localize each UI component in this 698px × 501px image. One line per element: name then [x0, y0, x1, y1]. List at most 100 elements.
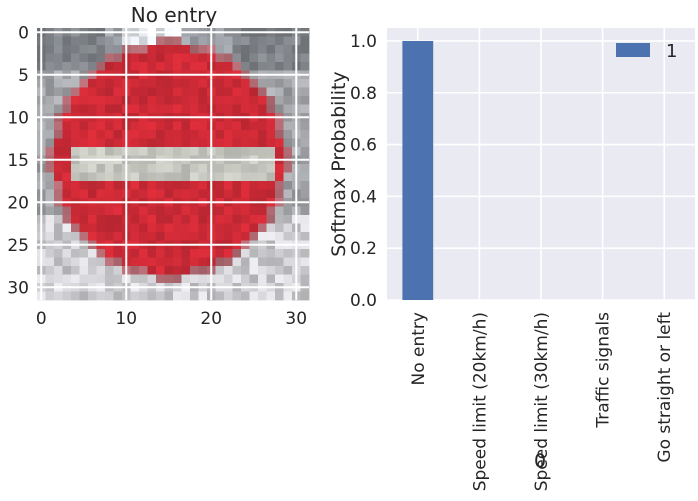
- bar-chart: 0.0 0.2 0.4 0.6 0.8 1.0 No entry Speed limit (…: [328, 28, 695, 491]
- image-pixel: [241, 172, 250, 182]
- image-pixel: [79, 147, 89, 156]
- legend-swatch: [616, 43, 650, 57]
- image-pixel: [232, 189, 242, 199]
- image-pixel: [190, 147, 199, 156]
- image-pixel: [96, 130, 106, 139]
- image-pixel: [173, 189, 182, 199]
- image-pixel: [54, 45, 63, 54]
- image-pixel: [181, 215, 191, 224]
- image-pixel: [54, 79, 63, 88]
- image-pixel: [266, 130, 276, 139]
- image-pixel: [215, 189, 225, 199]
- image-pixel: [130, 164, 140, 173]
- image-pixel: [164, 249, 174, 258]
- image-pixel: [232, 130, 242, 139]
- image-pixel: [45, 104, 55, 114]
- image-pixel: [190, 223, 199, 233]
- y-tick-label: 0.8: [350, 84, 377, 104]
- image-pixel: [232, 274, 242, 284]
- image-pixel: [79, 291, 89, 301]
- image-pixel: [113, 147, 123, 156]
- image-pixel: [215, 257, 225, 267]
- y-axis-label: Softmax Probability: [328, 71, 350, 256]
- image-pixel: [113, 215, 123, 224]
- image-pixel: [275, 62, 284, 71]
- image-pixel: [79, 181, 89, 190]
- image-pixel: [300, 257, 310, 267]
- image-pixel: [198, 249, 208, 258]
- image-pixel: [105, 206, 114, 216]
- image-pixel: [266, 79, 276, 88]
- image-pixel: [181, 53, 191, 63]
- y-tick-label: 0.4: [350, 187, 377, 207]
- image-pixel: [232, 147, 242, 156]
- image-pixel: [156, 215, 165, 224]
- image-pixel: [198, 53, 208, 63]
- image-pixel: [113, 104, 123, 114]
- image-pixel: [113, 274, 123, 284]
- image-pixel: [283, 62, 293, 71]
- image-title: No entry: [131, 3, 218, 27]
- image-pixel: [96, 223, 106, 233]
- image-pixel: [300, 53, 310, 63]
- image-pixel: [249, 87, 259, 97]
- image-pixel: [190, 104, 199, 114]
- image-pixel: [71, 189, 80, 199]
- image-pixel: [173, 53, 182, 63]
- image-pixel: [215, 53, 225, 63]
- image-pixel: [79, 121, 89, 131]
- x-axis-label: 0: [534, 450, 546, 472]
- image-pixel: [258, 181, 267, 190]
- image-pixel: [173, 36, 182, 46]
- image-pixel: [258, 130, 267, 139]
- image-pixel: [62, 291, 72, 301]
- image-pixel: [249, 215, 259, 224]
- image-pixel: [283, 266, 293, 275]
- image-pixel: [96, 172, 106, 182]
- image-pixel: [249, 223, 259, 233]
- image-pixel: [249, 104, 259, 114]
- image-pixel: [79, 266, 89, 275]
- image-pixel: [164, 172, 174, 182]
- image-pixel: [173, 206, 182, 216]
- image-pixel: [96, 104, 106, 114]
- image-pixel: [232, 181, 242, 190]
- image-pixel: [181, 79, 191, 88]
- image-x-tick-label: 30: [285, 309, 307, 329]
- image-pixel: [45, 147, 55, 156]
- image-pixel: [224, 79, 233, 88]
- image-pixel: [215, 215, 225, 224]
- image-pixel: [130, 87, 140, 97]
- image-pixel: [215, 223, 225, 233]
- image-pixel: [147, 291, 157, 301]
- image-pixel: [232, 87, 242, 97]
- image-pixel: [241, 130, 250, 139]
- image-pixel: [215, 181, 225, 190]
- image-pixel: [164, 104, 174, 114]
- image-pixel: [224, 53, 233, 63]
- image-pixel: [232, 232, 242, 241]
- image-pixel: [300, 215, 310, 224]
- image-pixel: [164, 87, 174, 97]
- image-pixel: [283, 206, 293, 216]
- image-pixel: [88, 266, 97, 275]
- image-pixel: [258, 206, 267, 216]
- image-pixel: [215, 121, 225, 131]
- image-pixel: [249, 164, 259, 173]
- image-pixel: [198, 181, 208, 190]
- image-pixel: [275, 164, 284, 173]
- image-pixel: [79, 104, 89, 114]
- image-pixel: [241, 87, 250, 97]
- image-pixel: [190, 45, 199, 54]
- image-pixel: [275, 147, 284, 156]
- image-pixel: [71, 130, 80, 139]
- image-pixel: [224, 62, 233, 71]
- image-pixel: [139, 215, 148, 224]
- image-pixel: [96, 45, 106, 54]
- image-pixel: [105, 104, 114, 114]
- image-pixel: [88, 181, 97, 190]
- image-pixel: [105, 232, 114, 241]
- image-pixel: [88, 206, 97, 216]
- image-pixel: [275, 257, 284, 267]
- image-pixel: [71, 79, 80, 88]
